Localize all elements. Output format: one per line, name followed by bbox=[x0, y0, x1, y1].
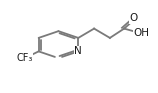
Text: O: O bbox=[130, 13, 138, 23]
Text: OH: OH bbox=[134, 28, 149, 38]
Text: CF₃: CF₃ bbox=[16, 53, 33, 63]
Text: N: N bbox=[74, 46, 82, 56]
